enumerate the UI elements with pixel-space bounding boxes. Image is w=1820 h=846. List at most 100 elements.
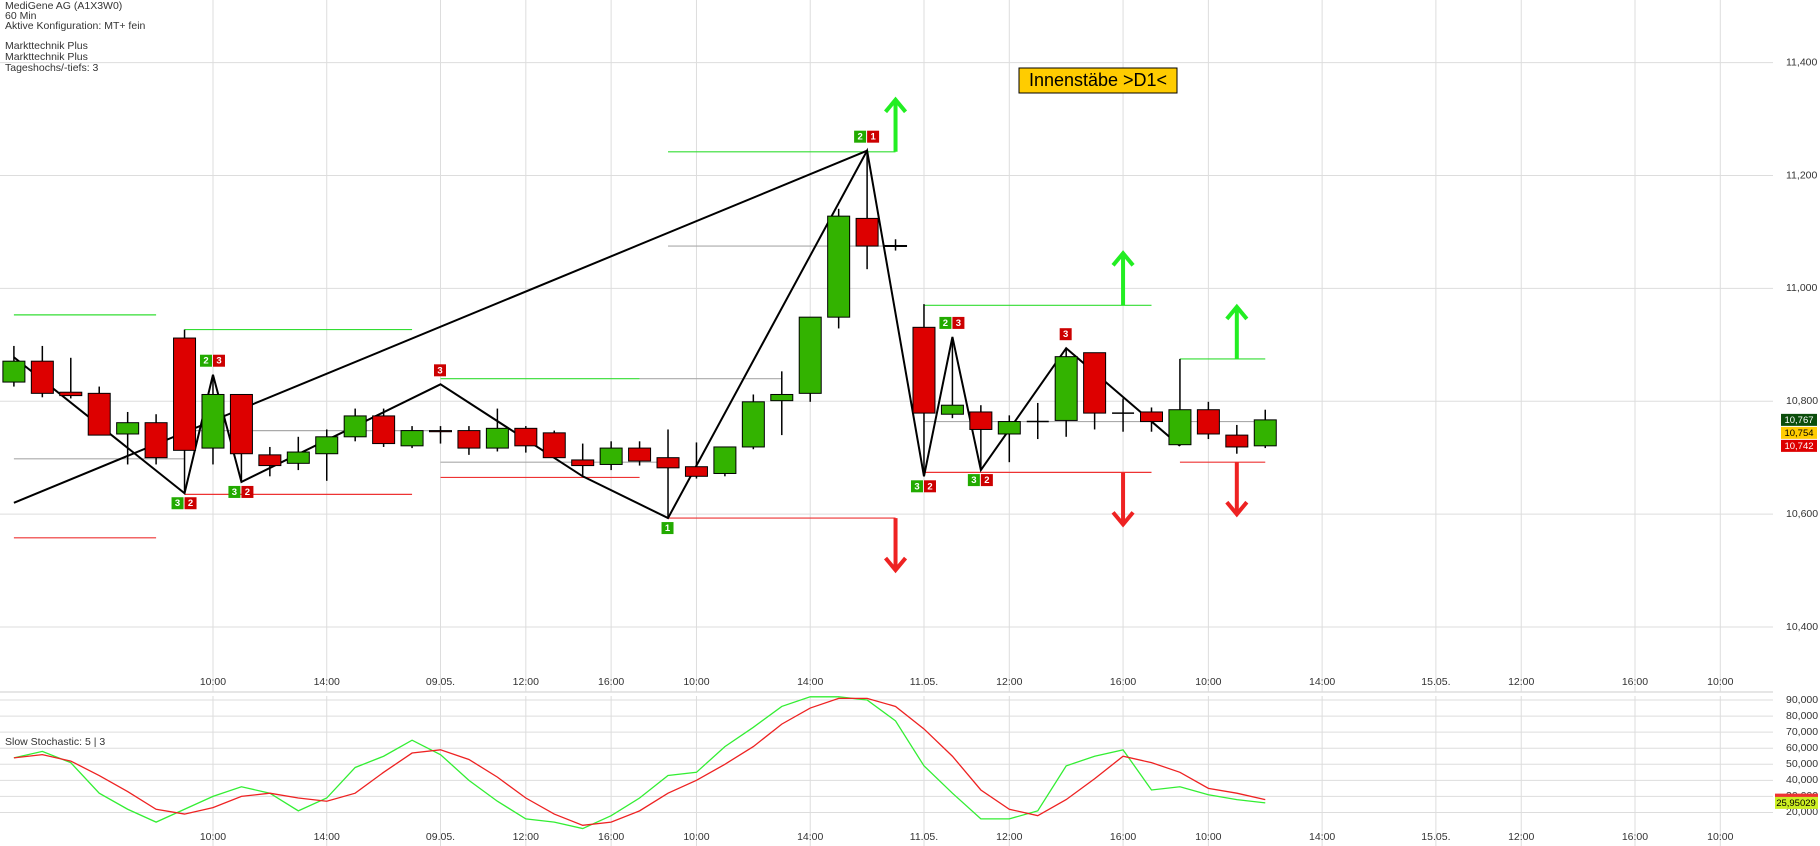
- swing-marker: [199, 354, 212, 367]
- candle-body: [912, 326, 936, 414]
- x-tick-label: 10:00: [683, 676, 709, 688]
- candle-body: [827, 215, 851, 318]
- x-tick-label: 11.05.: [910, 831, 938, 843]
- swing-marker: [967, 474, 980, 487]
- last-price-box: [1781, 439, 1817, 452]
- swing-marker-label: 3: [175, 498, 180, 509]
- candle-body: [571, 459, 595, 467]
- candle-body: [656, 457, 680, 469]
- candle-body: [286, 451, 310, 464]
- swing-marker-label: 1: [870, 132, 876, 143]
- candle-body: [542, 432, 566, 459]
- candle-body: [229, 393, 253, 455]
- arrow-head: [1225, 500, 1249, 518]
- candle-body: [713, 446, 737, 474]
- x-tick-label: 12:00: [1508, 831, 1534, 843]
- candle-body: [940, 404, 964, 415]
- candle-body: [485, 427, 509, 449]
- breakout-arrow: [1225, 303, 1249, 359]
- swing-marker-label: 2: [857, 132, 862, 143]
- indicator-title: Slow Stochastic: 5 | 3: [5, 736, 105, 748]
- x-tick-label: 14:00: [1309, 676, 1335, 688]
- swing-marker-label: 3: [1063, 329, 1068, 340]
- candle-body: [429, 430, 452, 433]
- candle-body: [741, 401, 765, 448]
- swing-marker-label: 3: [232, 487, 237, 498]
- candle-body: [258, 454, 282, 467]
- x-tick-label: 12:00: [996, 676, 1022, 688]
- arrow-head: [1111, 511, 1135, 528]
- x-tick-label: 12:00: [513, 831, 539, 843]
- candle-body: [87, 392, 111, 436]
- x-tick-label: 12:00: [1508, 676, 1534, 688]
- candle-body: [1225, 434, 1249, 448]
- annotation-box: [1018, 67, 1178, 94]
- x-tick-label: 12:00: [996, 831, 1022, 843]
- y-tick-label: 10,600: [1786, 508, 1818, 520]
- swing-marker-label: 3: [437, 365, 442, 376]
- y-tick-label: 20,000: [1786, 806, 1818, 818]
- swing-marker-label: 2: [943, 318, 948, 329]
- y-tick-label: 80,000: [1786, 710, 1818, 722]
- instrument-title: MediGene AG (A1X3W0): [5, 0, 122, 12]
- y-tick-label: 11,000: [1786, 282, 1817, 294]
- indicator-setting: Tageshochs/-tiefs: 3: [5, 62, 99, 74]
- x-tick-label: 11.05.: [910, 676, 938, 688]
- indicator-name: Markttechnik Plus: [5, 51, 88, 63]
- configuration: Aktive Konfiguration: MT+ fein: [5, 20, 146, 32]
- candle-body: [628, 447, 652, 462]
- candle-body: [798, 316, 822, 394]
- x-tick-label: 09.05.: [426, 676, 455, 688]
- x-tick-label: 16:00: [1110, 831, 1136, 843]
- candle-body: [400, 430, 424, 447]
- x-tick-label: 10:00: [1195, 676, 1221, 688]
- candle-body: [997, 421, 1021, 435]
- candle-body: [315, 436, 339, 455]
- swing-marker-label: 2: [927, 481, 932, 492]
- x-tick-label: 15.05.: [1421, 831, 1450, 843]
- candle-body: [1054, 356, 1078, 421]
- last-price-box: [1781, 413, 1817, 426]
- arrow-head: [884, 556, 908, 574]
- x-tick-label: 16:00: [598, 676, 624, 688]
- candle-body: [343, 415, 367, 438]
- breakout-arrow: [884, 518, 908, 574]
- x-tick-label: 16:00: [598, 831, 624, 843]
- candle-body: [116, 422, 140, 435]
- swing-marker: [241, 485, 254, 498]
- candle-body: [457, 430, 481, 449]
- swing-marker: [228, 485, 241, 498]
- candle-body: [30, 360, 54, 394]
- x-tick-label: 10:00: [200, 676, 226, 688]
- candle-body: [1140, 411, 1163, 423]
- candle-body: [59, 391, 83, 397]
- breakout-arrow: [1111, 250, 1135, 306]
- swing-marker: [854, 130, 867, 143]
- candle-body: [684, 466, 708, 477]
- x-tick-label: 15.05.: [1421, 676, 1450, 688]
- swing-marker: [212, 354, 225, 367]
- x-tick-label: 14:00: [797, 676, 823, 688]
- x-tick-label: 14:00: [1309, 831, 1335, 843]
- x-tick-label: 14:00: [314, 676, 340, 688]
- candle-body: [144, 422, 168, 459]
- swing-marker-label: 3: [956, 318, 961, 329]
- interval: 60 Min: [5, 10, 37, 22]
- candle-body: [173, 337, 197, 451]
- swing-marker: [661, 522, 674, 535]
- arrow-head: [1225, 303, 1249, 321]
- arrow-head: [1111, 250, 1135, 267]
- swing-marker: [867, 130, 880, 143]
- y-tick-label: 11,400: [1786, 56, 1817, 68]
- y-tick-label: 40,000: [1786, 774, 1818, 786]
- swing-marker: [184, 497, 197, 510]
- swing-marker-label: 1: [665, 523, 671, 534]
- swing-marker-label: 3: [971, 475, 976, 486]
- swing-marker: [980, 474, 993, 487]
- x-tick-label: 16:00: [1110, 676, 1136, 688]
- breakout-arrow: [1225, 462, 1249, 518]
- candle-body: [770, 393, 794, 402]
